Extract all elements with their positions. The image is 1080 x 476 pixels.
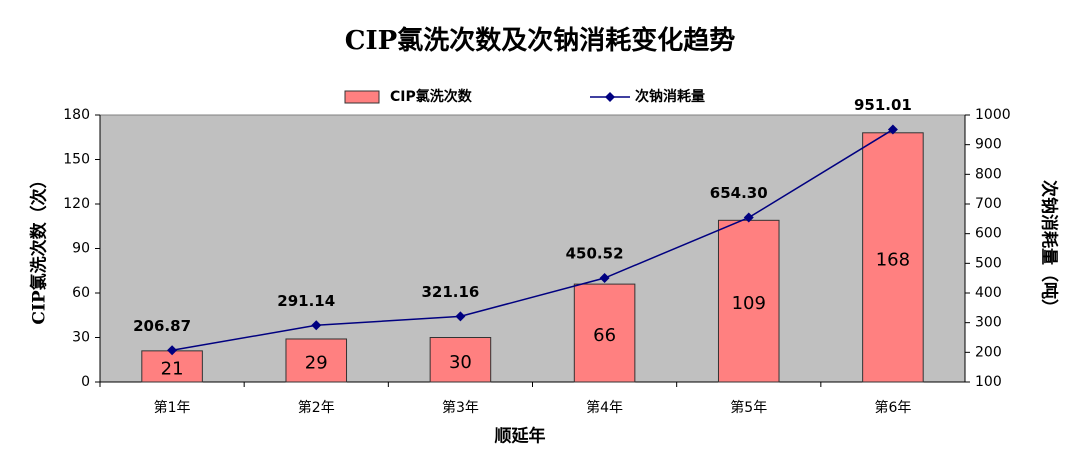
y2-tick-label: 400 <box>975 285 1002 301</box>
y2-tick-label: 600 <box>975 226 1002 242</box>
y-tick-label: 180 <box>63 107 90 123</box>
x-axis-title: 顺延年 <box>495 426 546 447</box>
legend-label: CIP氯洗次数 <box>390 88 473 105</box>
y-tick-label: 0 <box>81 374 90 390</box>
y2-tick-label: 100 <box>975 374 1002 390</box>
y2-tick-label: 900 <box>975 137 1002 153</box>
y2-tick-label: 800 <box>975 166 1002 182</box>
legend-swatch <box>344 90 380 104</box>
bar-value-label: 168 <box>876 249 910 270</box>
line-value-label: 654.30 <box>710 184 768 202</box>
bar-value-label: 109 <box>732 293 766 314</box>
line-value-label: 206.87 <box>133 317 191 335</box>
plot-area <box>99 114 966 383</box>
line-value-label: 951.01 <box>854 96 912 114</box>
x-tick-label: 第5年 <box>730 399 767 416</box>
y-axis-title: CIP氯洗次数（次） <box>29 171 50 324</box>
line-marker <box>311 320 322 331</box>
line-value-label: 291.14 <box>277 292 335 310</box>
y-tick-label: 120 <box>63 196 90 212</box>
y2-axis-title: 次钠消耗量（吨） <box>1039 180 1060 316</box>
line <box>171 128 894 352</box>
bar <box>141 350 203 383</box>
line-marker <box>887 124 898 135</box>
bar <box>429 337 492 383</box>
x-tick-label: 第3年 <box>442 399 479 416</box>
line-value-label: 450.52 <box>566 245 624 263</box>
bar <box>573 283 636 383</box>
x-tick-label: 第1年 <box>154 399 191 416</box>
bar-value-label: 21 <box>161 358 184 379</box>
line-value-label: 321.16 <box>421 283 479 301</box>
bar <box>285 338 348 383</box>
chart-title: CIP氯洗次数及次钠消耗变化趋势 <box>345 25 735 56</box>
x-tick-label: 第6年 <box>874 399 911 416</box>
y2-tick-label: 300 <box>975 315 1002 331</box>
line-marker <box>167 345 178 356</box>
line-marker <box>743 212 754 223</box>
x-tick-label: 第2年 <box>298 399 335 416</box>
y2-tick-label: 700 <box>975 196 1002 212</box>
line-marker <box>599 273 610 284</box>
bar-value-label: 66 <box>593 325 616 346</box>
bar <box>862 132 924 383</box>
y2-tick-label: 1000 <box>975 107 1011 123</box>
y2-tick-label: 500 <box>975 255 1002 271</box>
y2-tick-label: 200 <box>975 344 1002 360</box>
y-tick-label: 90 <box>72 241 90 257</box>
bar-value-label: 30 <box>449 352 472 373</box>
x-tick-label: 第4年 <box>586 399 623 416</box>
line-marker <box>455 311 466 322</box>
y-tick-label: 30 <box>72 330 90 346</box>
legend-label: 次钠消耗量 <box>635 88 705 105</box>
legend-swatch <box>605 92 615 102</box>
y-tick-label: 150 <box>63 152 90 168</box>
y-tick-label: 60 <box>72 285 90 301</box>
bar <box>717 219 780 383</box>
bar-value-label: 29 <box>305 352 328 373</box>
